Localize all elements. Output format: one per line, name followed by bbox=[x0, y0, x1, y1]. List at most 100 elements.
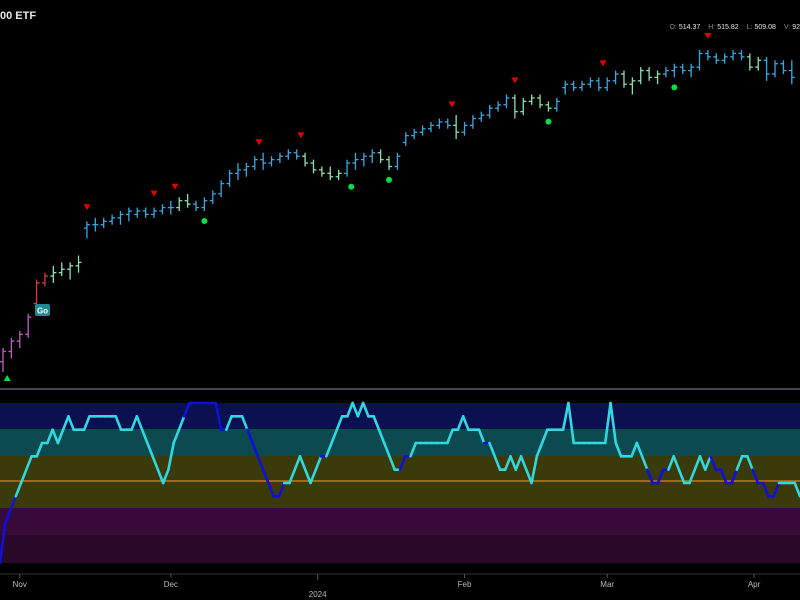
oscillator-segment bbox=[314, 455, 323, 471]
price-bar bbox=[352, 152, 359, 170]
sell-marker bbox=[511, 77, 519, 84]
oscillator-segment bbox=[361, 401, 370, 418]
price-bar bbox=[176, 197, 183, 211]
year-label: 2024 bbox=[309, 590, 327, 599]
price-bar bbox=[528, 94, 535, 105]
price-bar bbox=[92, 217, 99, 232]
oscillator-segment bbox=[225, 415, 233, 431]
price-bar bbox=[142, 207, 149, 218]
sell-marker bbox=[704, 33, 712, 39]
oscillator-segment bbox=[635, 441, 644, 458]
price-bar bbox=[58, 262, 65, 277]
price-bar bbox=[117, 211, 124, 225]
low-key: L: bbox=[746, 24, 753, 31]
price-bar bbox=[679, 63, 686, 74]
oscillator-segment bbox=[456, 415, 465, 431]
oscillator-segment bbox=[335, 415, 344, 431]
sell-marker bbox=[297, 132, 305, 139]
band-mid-lower bbox=[0, 481, 800, 508]
price-bar bbox=[772, 60, 779, 78]
oscillator-segment bbox=[25, 455, 33, 471]
oscillator-panel bbox=[0, 401, 800, 565]
price-bar bbox=[302, 152, 309, 167]
price-bar bbox=[369, 149, 376, 164]
oscillator-segment bbox=[493, 455, 502, 471]
oscillator-segment bbox=[293, 455, 302, 471]
price-bar bbox=[83, 221, 90, 239]
oscillator-segment bbox=[351, 401, 360, 418]
price-bar bbox=[293, 149, 300, 160]
price-bar bbox=[738, 50, 745, 61]
oscillator-segment bbox=[509, 455, 518, 471]
oscillator-segment bbox=[535, 441, 544, 458]
open-value: 514.37 bbox=[678, 24, 701, 31]
price-bar bbox=[310, 159, 317, 174]
low-value: 509.08 bbox=[754, 24, 776, 31]
volume-value: 92 bbox=[792, 24, 800, 31]
oscillator-segment bbox=[672, 455, 681, 471]
oscillator-segment bbox=[114, 415, 123, 431]
oscillator-segment bbox=[167, 441, 175, 471]
price-bar bbox=[335, 169, 342, 181]
chart-title: 00 ETF bbox=[0, 10, 37, 22]
x-tick-label: Mar bbox=[600, 580, 614, 589]
oscillator-segment bbox=[325, 441, 333, 458]
band-lower bbox=[0, 508, 800, 535]
high-value: 515.82 bbox=[717, 24, 739, 31]
volume-key: V: bbox=[783, 24, 791, 31]
oscillator-segment bbox=[567, 401, 575, 445]
oscillator-segment bbox=[267, 481, 275, 498]
x-axis: Nov Dec Feb Mar Apr 2024 bbox=[13, 574, 761, 599]
price-panel bbox=[0, 33, 795, 381]
oscillator-segment bbox=[172, 428, 181, 445]
oscillator-segment bbox=[609, 401, 618, 445]
price-bar bbox=[427, 121, 434, 133]
buy-dot bbox=[671, 84, 678, 91]
oscillator-segment bbox=[446, 428, 454, 445]
oscillator-segment bbox=[409, 441, 418, 458]
oscillator-segment bbox=[735, 455, 744, 471]
price-bar bbox=[33, 279, 40, 307]
price-bar bbox=[730, 50, 737, 61]
oscillator-segment bbox=[561, 401, 570, 431]
oscillator-segment bbox=[603, 401, 612, 445]
sell-marker bbox=[599, 60, 607, 67]
x-tick-label: Dec bbox=[164, 580, 178, 589]
oscillator-segment bbox=[761, 481, 770, 498]
price-bar bbox=[755, 56, 762, 71]
high-key: H: bbox=[708, 24, 716, 31]
oscillator-segment bbox=[488, 441, 497, 458]
sell-marker bbox=[171, 183, 179, 190]
price-bar bbox=[8, 337, 15, 359]
price-bar bbox=[100, 217, 107, 229]
price-bar bbox=[243, 163, 250, 177]
price-bar bbox=[604, 77, 611, 92]
price-bar bbox=[201, 197, 208, 211]
price-bar bbox=[327, 166, 334, 181]
oscillator-segment bbox=[382, 441, 391, 458]
oscillator-segment bbox=[519, 455, 528, 471]
price-bar bbox=[159, 204, 166, 215]
oscillator-segment bbox=[503, 455, 512, 471]
price-bar bbox=[503, 94, 510, 109]
price-bar bbox=[688, 63, 695, 78]
price-bar bbox=[193, 200, 200, 211]
price-bar bbox=[75, 255, 82, 273]
price-bar bbox=[360, 152, 367, 167]
price-bar bbox=[788, 60, 795, 85]
oscillator-segment bbox=[646, 468, 654, 485]
price-bar bbox=[0, 348, 6, 372]
price-bar bbox=[218, 180, 225, 198]
oscillator-segment bbox=[667, 455, 675, 471]
oscillator-segment bbox=[214, 401, 223, 431]
oscillator-segment bbox=[356, 401, 365, 418]
oscillator-segment bbox=[67, 415, 75, 431]
open-key: O: bbox=[669, 24, 677, 31]
oscillator-segment bbox=[693, 455, 702, 471]
oscillator-segment bbox=[256, 455, 265, 471]
price-bar bbox=[495, 101, 502, 112]
oscillator-segment bbox=[688, 468, 697, 485]
oscillator-segment bbox=[56, 428, 65, 445]
price-bar bbox=[461, 121, 468, 136]
price-bar bbox=[167, 200, 174, 215]
